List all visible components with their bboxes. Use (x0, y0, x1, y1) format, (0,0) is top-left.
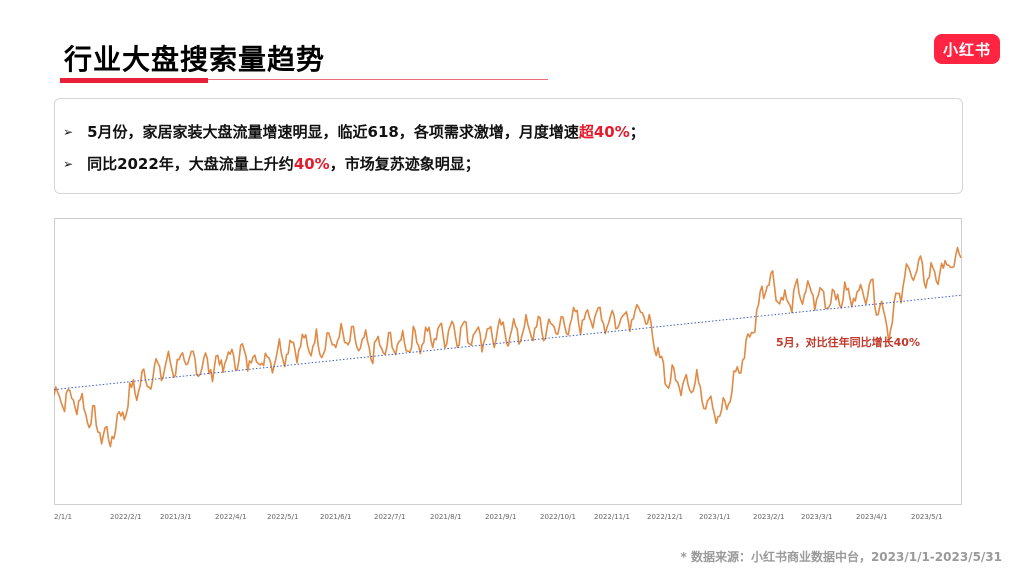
x-tick-label: 2022/2/1 (110, 513, 141, 521)
x-tick-label: 2023/5/1 (911, 513, 942, 521)
bullet-1-end: ； (629, 123, 645, 141)
x-tick-label: 2023/2/1 (753, 513, 784, 521)
series-line (54, 246, 962, 448)
bullet-2-text: 同比2022年，大盘流量上升约 (87, 155, 294, 173)
x-tick-label: 2021/9/1 (485, 513, 516, 521)
title-underline (60, 79, 548, 80)
x-tick-label: 2023/3/1 (801, 513, 832, 521)
plot-frame (54, 218, 962, 505)
x-tick-label: 2022/11/1 (594, 513, 630, 521)
x-tick-label: 2022/5/1 (267, 513, 298, 521)
bullet-arrow-icon: ➢ (63, 124, 74, 139)
chart-annotation: 5月，对比往年同比增长40% (776, 335, 920, 349)
bullet-1-text: 5月份，家居家装大盘流量增速明显，临近618，各项需求激增，月度增速 (87, 123, 579, 141)
x-tick-label: 2021/3/1 (160, 513, 191, 521)
bullet-1-highlight: 超40% (578, 123, 630, 141)
x-tick-label: 2021/6/1 (320, 513, 351, 521)
bullet-2-highlight: 40% (293, 154, 330, 173)
x-tick-label: 2/1/1 (54, 513, 72, 521)
brand-logo: 小红书 (934, 34, 1000, 64)
x-tick-label: 2022/12/1 (647, 513, 683, 521)
data-source-note: * 数据来源：小红书商业数据中台，2023/1/1-2023/5/31 (680, 550, 1002, 564)
search-volume-chart: 5月，对比往年同比增长40% 2/1/1 2022/2/1 2021/3/1 2022/… (54, 216, 963, 522)
summary-bullet-2: ➢ 同比2022年，大盘流量上升约 40% ，市场复苏迹象明显； (63, 153, 480, 174)
x-tick-label: 2022/10/1 (540, 513, 576, 521)
chart-svg: 5月，对比往年同比增长40% 2/1/1 2022/2/1 2021/3/1 2022/… (54, 218, 962, 521)
title-underline-accent (60, 78, 208, 83)
summary-bullet-1: ➢ 5月份，家居家装大盘流量增速明显，临近618，各项需求激增，月度增速 超40%… (63, 121, 645, 142)
x-tick-label: 2022/7/1 (374, 513, 405, 521)
x-tick-label: 2021/8/1 (430, 513, 461, 521)
page-title: 行业大盘搜索量趋势 (64, 43, 326, 76)
x-tick-label: 2023/4/1 (856, 513, 887, 521)
x-tick-label: 2022/4/1 (215, 513, 246, 521)
x-tick-label: 2023/1/1 (699, 513, 730, 521)
bullet-arrow-icon: ➢ (63, 156, 74, 171)
bullet-2-end: ，市场复苏迹象明显； (329, 155, 480, 173)
trend-line (54, 294, 962, 391)
summary-box: ➢ 5月份，家居家装大盘流量增速明显，临近618，各项需求激增，月度增速 超40%… (54, 98, 963, 194)
